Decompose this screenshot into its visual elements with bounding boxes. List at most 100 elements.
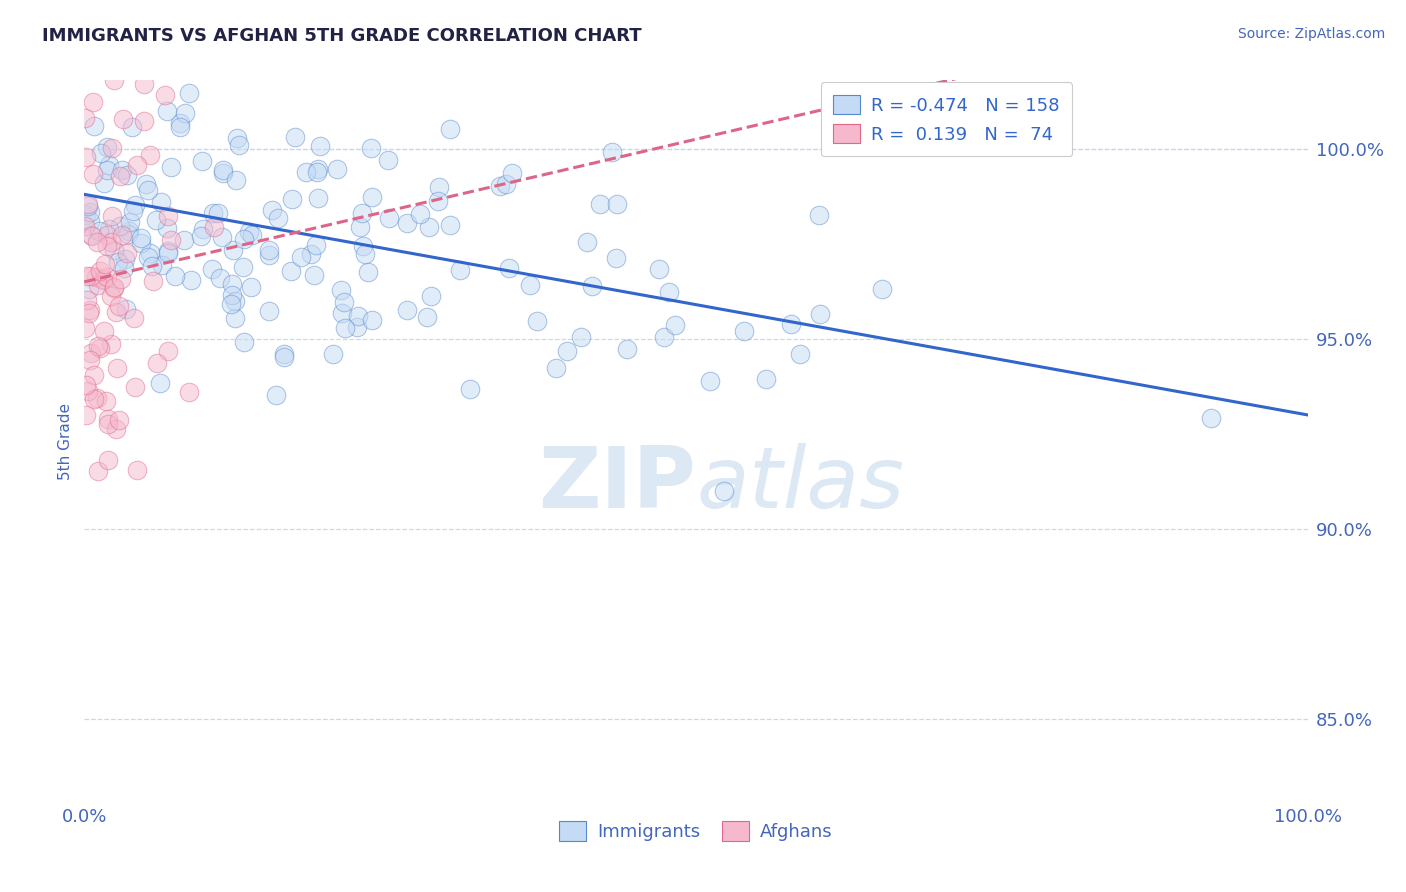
Point	[141, 259, 163, 273]
Point	[128, 45, 150, 59]
Point	[600, 145, 623, 159]
Point	[169, 116, 191, 130]
Point	[138, 251, 160, 265]
Point	[307, 191, 329, 205]
Point	[77, 384, 100, 399]
Point	[139, 245, 162, 260]
Point	[98, 158, 121, 172]
Point	[330, 306, 353, 320]
Point	[173, 233, 195, 247]
Point	[77, 282, 100, 296]
Point	[489, 179, 512, 194]
Point	[232, 260, 254, 274]
Point	[211, 230, 233, 244]
Point	[191, 153, 214, 168]
Point	[305, 238, 328, 252]
Point	[273, 350, 295, 364]
Point	[96, 393, 118, 408]
Point	[377, 153, 399, 167]
Point	[352, 238, 374, 252]
Point	[498, 260, 520, 275]
Point	[97, 412, 120, 426]
Point	[225, 173, 247, 187]
Point	[333, 294, 356, 309]
Point	[354, 247, 377, 261]
Point	[519, 278, 541, 293]
Point	[79, 213, 101, 227]
Point	[108, 169, 131, 184]
Point	[111, 163, 134, 178]
Point	[82, 228, 104, 243]
Point	[299, 247, 322, 261]
Point	[202, 219, 225, 234]
Point	[356, 265, 378, 279]
Point	[132, 114, 155, 128]
Point	[75, 321, 97, 335]
Point	[240, 280, 263, 294]
Point	[294, 165, 316, 179]
Point	[101, 209, 124, 223]
Point	[346, 319, 368, 334]
Point	[142, 274, 165, 288]
Point	[96, 269, 118, 284]
Point	[79, 352, 101, 367]
Point	[93, 324, 115, 338]
Point	[80, 346, 103, 360]
Point	[150, 194, 173, 209]
Point	[87, 339, 110, 353]
Point	[156, 245, 179, 260]
Point	[153, 88, 176, 103]
Point	[699, 374, 721, 388]
Point	[290, 251, 312, 265]
Point	[201, 262, 224, 277]
Point	[135, 178, 157, 192]
Point	[156, 344, 179, 359]
Point	[82, 38, 104, 53]
Point	[103, 243, 125, 257]
Point	[190, 228, 212, 243]
Point	[780, 317, 803, 331]
Point	[169, 120, 191, 134]
Point	[233, 335, 256, 350]
Point	[555, 344, 578, 359]
Point	[408, 206, 430, 220]
Point	[96, 162, 118, 177]
Point	[96, 228, 118, 243]
Point	[616, 342, 638, 356]
Point	[395, 216, 418, 230]
Text: ZIP: ZIP	[538, 443, 696, 526]
Point	[222, 243, 245, 257]
Point	[108, 219, 131, 234]
Point	[157, 244, 180, 258]
Point	[83, 368, 105, 383]
Point	[233, 232, 256, 246]
Point	[103, 73, 125, 87]
Point	[101, 141, 124, 155]
Point	[97, 417, 120, 431]
Point	[93, 176, 115, 190]
Point	[100, 336, 122, 351]
Point	[160, 160, 183, 174]
Point	[131, 26, 153, 40]
Point	[93, 257, 115, 271]
Point	[870, 282, 893, 296]
Point	[280, 263, 302, 277]
Point	[96, 238, 118, 252]
Point	[129, 231, 152, 245]
Point	[305, 165, 328, 179]
Legend: Immigrants, Afghans: Immigrants, Afghans	[553, 814, 839, 848]
Point	[107, 413, 129, 427]
Point	[546, 361, 568, 376]
Point	[121, 120, 143, 135]
Point	[224, 294, 246, 309]
Point	[281, 192, 304, 206]
Point	[103, 280, 125, 294]
Point	[177, 86, 200, 100]
Point	[91, 272, 114, 286]
Point	[114, 252, 136, 266]
Point	[75, 150, 97, 164]
Y-axis label: 5th Grade: 5th Grade	[58, 403, 73, 480]
Point	[83, 392, 105, 406]
Point	[420, 289, 443, 303]
Point	[789, 346, 811, 360]
